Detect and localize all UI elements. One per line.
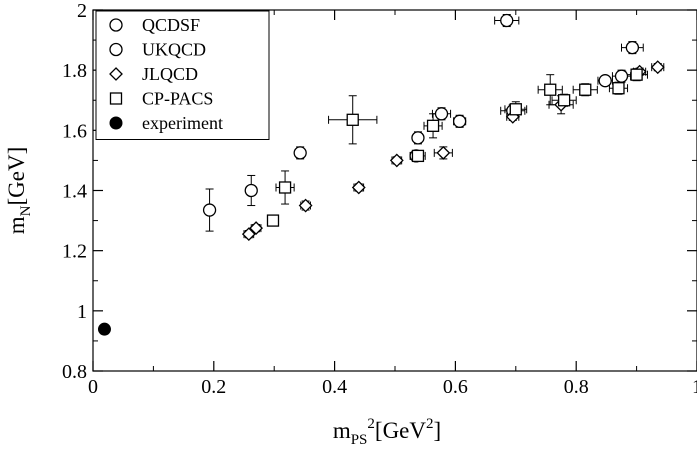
- data-point-qcdsf: [293, 146, 307, 160]
- data-point-ukqcd: [614, 69, 629, 83]
- data-point-jlqcd: [650, 60, 665, 75]
- x-tick-label: 0.6: [443, 376, 468, 398]
- data-point-qcdsf: [202, 203, 217, 217]
- data-point-cp-pacs: [630, 68, 643, 81]
- data-point-qcdsf: [452, 114, 467, 128]
- data-point-jlqcd: [436, 145, 451, 160]
- legend-marker-cp-pacs: [109, 92, 123, 105]
- y-tick-label: 1.2: [62, 241, 87, 263]
- legend-marker-ukqcd: [109, 42, 123, 57]
- data-point-cp-pacs: [509, 103, 522, 116]
- x-tick-label: 1: [692, 376, 697, 398]
- data-point-qcdsf: [434, 107, 449, 121]
- legend-marker-experiment: [109, 116, 123, 130]
- y-tick-label: 1.6: [62, 120, 87, 142]
- data-point-jlqcd: [389, 153, 404, 168]
- legend-label-ukqcd: UKQCD: [142, 40, 206, 60]
- y-tick-label: 1.4: [62, 181, 87, 203]
- data-point-cp-pacs: [346, 113, 359, 126]
- legend-marker-qcdsf: [109, 18, 123, 32]
- x-axis-label-sup: 2: [367, 416, 375, 432]
- x-axis-label-base: m: [333, 418, 351, 443]
- data-point-qcdsf: [244, 183, 258, 198]
- x-axis-label-sub: PS: [351, 432, 368, 448]
- y-axis-label-unit: [GeV]: [4, 147, 29, 206]
- data-point-cp-pacs: [411, 149, 425, 163]
- y-tick-label: 0.8: [62, 361, 87, 383]
- data-point-experiment: [97, 322, 111, 336]
- x-tick-label: 0.4: [322, 376, 347, 398]
- x-axis-label-unit-close: ]: [434, 418, 442, 443]
- data-point-cp-pacs: [426, 119, 440, 132]
- data-point-cp-pacs: [579, 83, 592, 96]
- data-point-qcdsf: [625, 40, 640, 55]
- data-point-qcdsf: [411, 131, 425, 145]
- data-point-jlqcd: [298, 198, 313, 213]
- data-point-cp-pacs: [278, 181, 292, 194]
- x-axis-label-unit-sup: 2: [426, 416, 434, 432]
- y-axis-label-sub: N: [18, 205, 34, 216]
- legend-box: [95, 10, 270, 140]
- x-tick-label: 0.8: [564, 376, 589, 398]
- legend-label-qcdsf: QCDSF: [142, 15, 200, 35]
- x-axis-label-unit: [GeV: [375, 418, 426, 443]
- legend-label-experiment: experiment: [142, 113, 223, 133]
- data-point-qcdsf: [598, 74, 612, 88]
- legend-label-jlqcd: JLQCD: [142, 64, 198, 84]
- y-axis-label-base: m: [4, 216, 29, 234]
- y-tick-label: 1.8: [62, 60, 87, 82]
- data-point-jlqcd: [351, 180, 366, 195]
- legend: QCDSF UKQCD JLQCD CP-PACS experiment: [95, 10, 270, 140]
- data-point-jlqcd: [241, 227, 256, 242]
- y-tick-label: 1: [77, 301, 87, 323]
- data-point-cp-pacs: [557, 94, 571, 107]
- legend-marker-jlqcd: [109, 67, 123, 81]
- legend-label-cp-pacs: CP-PACS: [142, 89, 213, 109]
- y-axis-label: mN[GeV]: [4, 147, 34, 234]
- data-point-jlqcd: [249, 221, 263, 236]
- data-markers: [97, 13, 665, 336]
- x-tick-label: 0.2: [201, 376, 226, 398]
- data-point-cp-pacs: [266, 214, 280, 227]
- tick-labels: 0 0.2 0.4 0.6 0.8 1 0.8 1 1.2 1.4 1.6 1.8 2: [62, 0, 697, 398]
- y-tick-label: 2: [77, 0, 87, 22]
- data-point-cp-pacs: [612, 82, 625, 95]
- data-point-qcdsf: [500, 13, 514, 28]
- data-point-cp-pacs: [544, 83, 557, 96]
- x-tick-label: 0: [88, 376, 98, 398]
- x-axis-label: mPS2[GeV2]: [333, 416, 441, 448]
